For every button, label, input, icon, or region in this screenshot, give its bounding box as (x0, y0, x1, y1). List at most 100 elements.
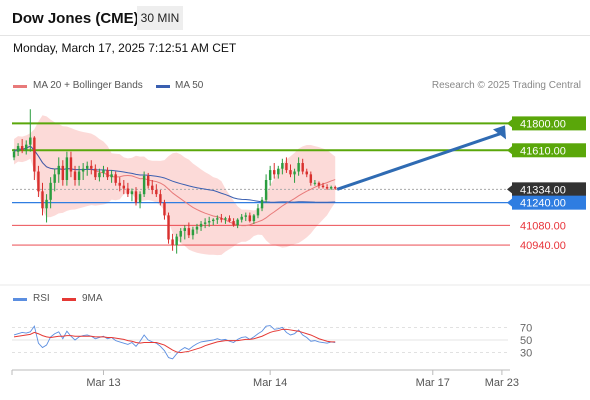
candle-body (16, 146, 20, 152)
candle-body (20, 146, 24, 151)
candle-body (195, 226, 199, 230)
candle-body (305, 171, 308, 175)
candle (179, 228, 182, 243)
candle-body (264, 180, 268, 200)
candle-body (77, 171, 81, 181)
candle (110, 170, 113, 183)
ma50-legend-swatch (156, 85, 170, 88)
candle (98, 168, 101, 182)
candle-body (61, 165, 65, 181)
timeframe-badge[interactable]: 30 MIN (137, 6, 183, 30)
candle (313, 180, 317, 186)
candle-body (248, 215, 252, 222)
resistance-label-box-41610 (512, 143, 586, 158)
candle (45, 194, 48, 223)
candle-body (134, 191, 138, 203)
candle-body (142, 175, 146, 195)
candle (118, 177, 121, 192)
candle-body (102, 170, 105, 173)
candle (301, 158, 304, 175)
time-tick-label: Mar 14 (253, 377, 287, 389)
projection-arrow-head (493, 125, 506, 140)
candle-body (138, 194, 142, 203)
candle (252, 213, 256, 224)
candle-body (65, 157, 69, 181)
candle (159, 189, 162, 206)
candle (16, 143, 20, 156)
candle (203, 218, 207, 229)
candle-body (12, 151, 16, 158)
candle-body (285, 163, 288, 171)
pivot-label-pointer (507, 198, 512, 207)
candle (285, 157, 288, 173)
projection-layer (336, 125, 506, 191)
candle (293, 168, 296, 183)
candle (317, 181, 321, 189)
candle (277, 165, 280, 179)
candle (309, 171, 313, 186)
candle-body (236, 219, 239, 226)
candle (333, 185, 337, 190)
candle-body (256, 208, 260, 216)
pivot-label-41240: 41240.00 (520, 198, 566, 210)
candle-body (297, 163, 300, 172)
research-credit: Research © 2025 Trading Central (431, 80, 581, 91)
rsi-line (13, 325, 336, 360)
candle-body (224, 218, 227, 220)
candle (106, 167, 109, 181)
header-divider (0, 35, 590, 36)
candle-body (49, 182, 52, 200)
time-tick-label: Mar 23 (485, 377, 519, 389)
candle-body (106, 170, 109, 178)
candle-body (130, 191, 134, 195)
candle-body (333, 187, 337, 189)
candle (329, 185, 333, 190)
resistance-label-41800: 41800.00 (520, 118, 566, 130)
current-label-pointer (507, 185, 512, 194)
candle (41, 182, 44, 216)
rsi-tick-30: 30 (520, 348, 532, 360)
resistance-label-box-41800 (512, 116, 586, 131)
pivot-label-box-41240 (512, 195, 586, 210)
candle (12, 148, 16, 161)
candle-body (203, 222, 207, 224)
rsi-tick-70: 70 (520, 322, 532, 334)
candle-body (110, 174, 113, 178)
candle (94, 164, 97, 181)
candle (25, 140, 28, 155)
candle (220, 213, 223, 223)
candle-body (25, 144, 28, 151)
candle-body (321, 185, 325, 188)
candle (273, 163, 276, 179)
candle-body (317, 182, 321, 186)
candle-body (114, 174, 117, 183)
candle (264, 174, 268, 203)
candle-body (191, 229, 195, 236)
candle (260, 196, 264, 212)
bollinger-band (14, 115, 336, 256)
candle (20, 138, 24, 154)
candle-body (281, 163, 284, 169)
rsi-ma-legend-swatch (62, 298, 76, 301)
candle (187, 222, 191, 239)
candle (175, 233, 178, 254)
candle-body (171, 239, 174, 246)
candle (77, 165, 81, 186)
candle-body (33, 137, 36, 172)
candle-body (277, 168, 280, 175)
candles-layer (12, 109, 337, 254)
instrument-title: Dow Jones (CME) (12, 10, 139, 27)
projection-arrow-shaft (336, 131, 502, 191)
chart-header: Dow Jones (CME) 30 MIN (0, 0, 590, 36)
candle-body (53, 174, 56, 183)
candle-body (151, 185, 154, 190)
candle (146, 172, 150, 189)
ma50-legend-label: MA 50 (175, 80, 204, 91)
rsi-legend-swatch (13, 298, 27, 301)
candle-body (293, 171, 296, 175)
candle-body (179, 230, 182, 237)
candle-body (216, 218, 219, 220)
candle (289, 164, 292, 178)
candle-body (167, 215, 170, 240)
bollinger-band-layer (14, 115, 336, 256)
